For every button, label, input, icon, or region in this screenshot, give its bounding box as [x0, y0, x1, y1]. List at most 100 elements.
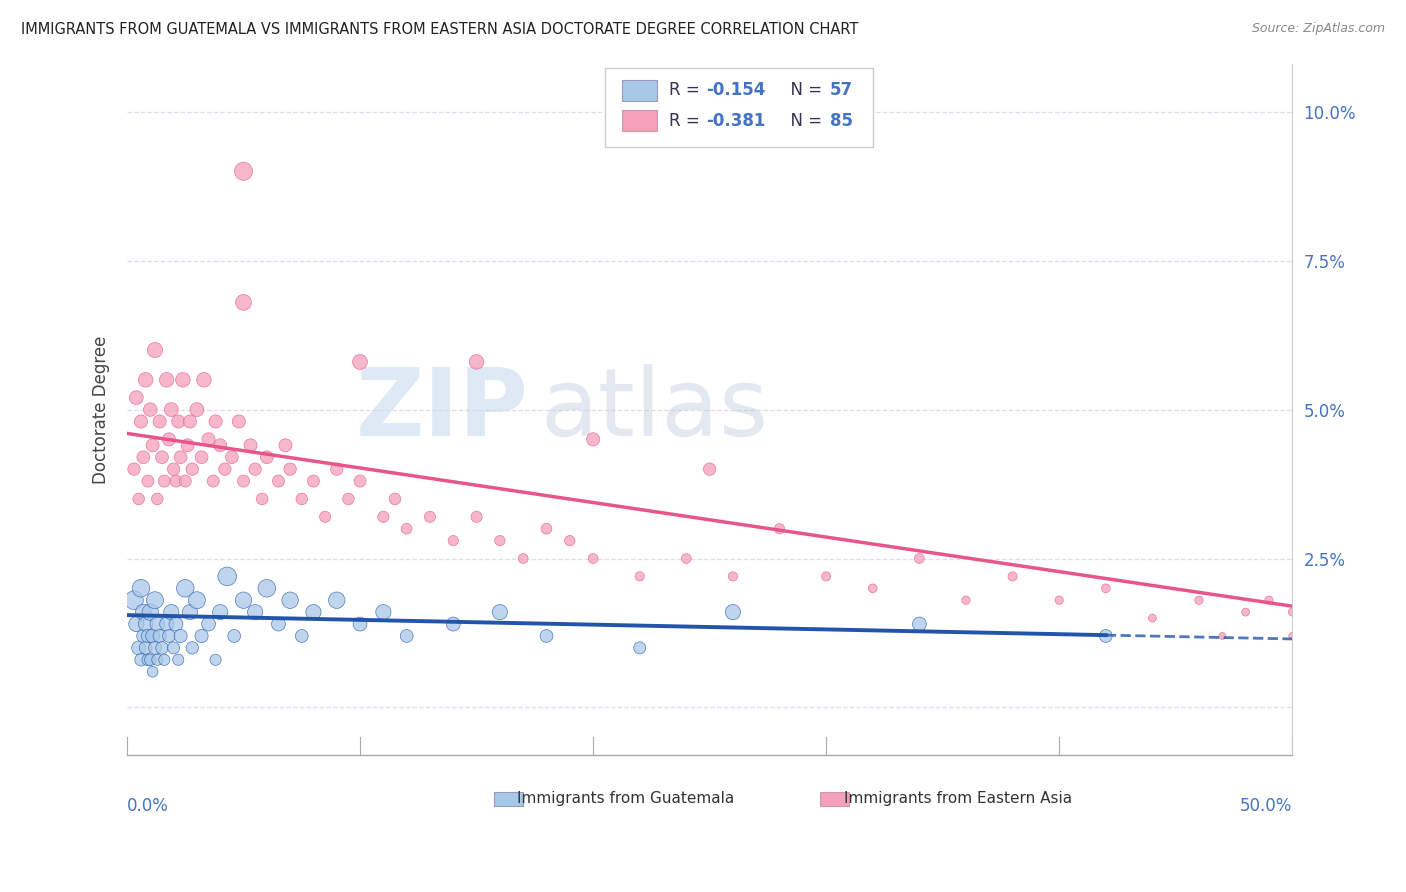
Bar: [820, 792, 849, 805]
Point: [221, 450, 243, 465]
Point: [908, 551, 931, 566]
Point: [278, 462, 301, 476]
Text: ZIP: ZIP: [356, 364, 529, 456]
Point: [250, 491, 273, 506]
Point: [197, 617, 219, 632]
Text: 0.0%: 0.0%: [127, 797, 169, 814]
Point: [165, 474, 187, 488]
Text: Immigrants from Guatemala: Immigrants from Guatemala: [517, 791, 734, 806]
Point: [179, 415, 201, 429]
Point: [181, 462, 204, 476]
Point: [291, 629, 314, 643]
Point: [149, 629, 172, 643]
Point: [160, 402, 183, 417]
Point: [214, 462, 236, 476]
Point: [232, 593, 254, 607]
Point: [162, 640, 184, 655]
Text: N =: N =: [779, 81, 827, 99]
Point: [675, 551, 697, 566]
Point: [129, 582, 152, 596]
Point: [373, 605, 395, 619]
Point: [190, 450, 212, 465]
Point: [150, 640, 173, 655]
Point: [149, 415, 172, 429]
Point: [768, 522, 790, 536]
Point: [132, 629, 155, 643]
Text: 50.0%: 50.0%: [1240, 797, 1292, 814]
Point: [349, 474, 371, 488]
Point: [465, 509, 488, 524]
Point: [136, 653, 159, 667]
Point: [150, 450, 173, 465]
Point: [143, 640, 166, 655]
Point: [217, 569, 239, 583]
Point: [156, 617, 179, 632]
Point: [1094, 582, 1116, 596]
Point: [162, 462, 184, 476]
Point: [132, 450, 155, 465]
Point: [232, 474, 254, 488]
Point: [908, 617, 931, 632]
Point: [135, 373, 157, 387]
Point: [384, 491, 406, 506]
Point: [955, 593, 977, 607]
Point: [243, 462, 266, 476]
Point: [582, 551, 605, 566]
Point: [146, 617, 169, 632]
Point: [256, 450, 278, 465]
Point: [349, 355, 371, 369]
Point: [129, 653, 152, 667]
Point: [122, 593, 145, 607]
Point: [165, 617, 187, 632]
Point: [558, 533, 581, 548]
Point: [536, 522, 558, 536]
Point: [167, 653, 190, 667]
Point: [267, 474, 290, 488]
Point: [139, 653, 162, 667]
Point: [1047, 593, 1070, 607]
Point: [129, 415, 152, 429]
Bar: [494, 792, 523, 805]
Point: [142, 629, 165, 643]
Point: [146, 653, 169, 667]
Text: IMMIGRANTS FROM GUATEMALA VS IMMIGRANTS FROM EASTERN ASIA DOCTORATE DEGREE CORRE: IMMIGRANTS FROM GUATEMALA VS IMMIGRANTS …: [21, 22, 859, 37]
Point: [153, 474, 176, 488]
Point: [395, 522, 418, 536]
Point: [190, 629, 212, 643]
Point: [314, 509, 336, 524]
Point: [169, 629, 191, 643]
Point: [125, 391, 148, 405]
Point: [256, 582, 278, 596]
Point: [628, 640, 651, 655]
Point: [125, 617, 148, 632]
Point: [224, 629, 246, 643]
Point: [1234, 605, 1257, 619]
Point: [174, 582, 197, 596]
Point: [122, 462, 145, 476]
Text: Source: ZipAtlas.com: Source: ZipAtlas.com: [1251, 22, 1385, 36]
Point: [204, 653, 226, 667]
Point: [128, 640, 150, 655]
Point: [209, 605, 232, 619]
Y-axis label: Doctorate Degree: Doctorate Degree: [93, 335, 110, 483]
Point: [146, 491, 169, 506]
Point: [465, 355, 488, 369]
Point: [628, 569, 651, 583]
Point: [174, 474, 197, 488]
Point: [349, 617, 371, 632]
Point: [139, 605, 162, 619]
Text: Immigrants from Eastern Asia: Immigrants from Eastern Asia: [844, 791, 1071, 806]
Point: [176, 438, 198, 452]
Text: 85: 85: [830, 112, 852, 129]
Point: [142, 438, 165, 452]
Point: [186, 402, 208, 417]
Point: [699, 462, 721, 476]
Point: [721, 605, 744, 619]
Point: [1188, 593, 1211, 607]
Point: [136, 474, 159, 488]
Point: [1281, 605, 1303, 619]
Point: [143, 343, 166, 357]
Point: [326, 593, 349, 607]
Point: [815, 569, 838, 583]
Point: [291, 491, 314, 506]
